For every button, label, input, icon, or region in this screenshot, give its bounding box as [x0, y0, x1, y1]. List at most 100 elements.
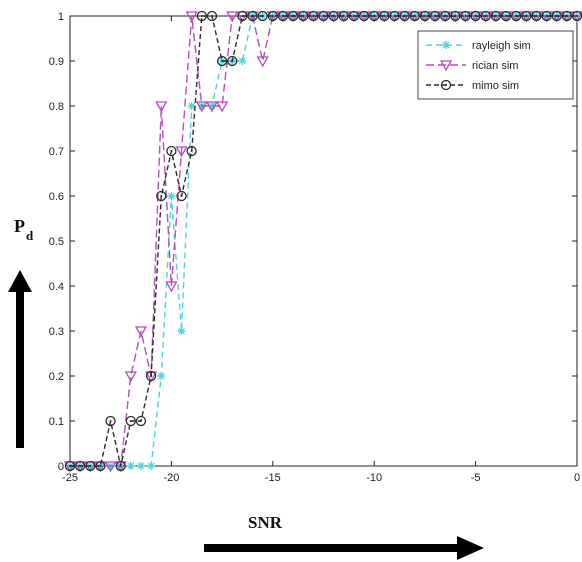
data-point: [237, 10, 248, 22]
data-point: [157, 372, 165, 380]
data-point-center: [576, 15, 578, 17]
data-point: [460, 10, 471, 22]
data-point-center: [180, 195, 183, 197]
data-point-center: [109, 420, 112, 422]
data-point-center: [464, 15, 467, 17]
data-point: [440, 10, 451, 22]
data-point: [439, 60, 453, 72]
data-point: [145, 370, 157, 382]
y-axis-label-subscript: d: [26, 228, 34, 243]
data-point-center: [210, 15, 213, 17]
x-tick-label: -5: [471, 472, 481, 484]
y-tick-label: 0.1: [49, 416, 64, 428]
data-point: [147, 462, 155, 470]
data-point: [186, 145, 197, 157]
data-point: [166, 145, 177, 157]
data-point-center: [281, 15, 284, 17]
data-point: [521, 10, 532, 22]
data-point-center: [535, 15, 538, 17]
data-point: [257, 10, 268, 22]
data-point-center: [129, 420, 132, 422]
data-point: [358, 10, 370, 22]
data-point: [104, 461, 117, 473]
data-point: [165, 281, 178, 293]
data-point: [127, 462, 135, 470]
data-point: [440, 79, 452, 91]
data-point: [308, 10, 319, 22]
x-axis-label: SNR: [248, 513, 283, 532]
data-point-center: [545, 15, 548, 17]
data-point: [196, 10, 207, 22]
data-point-center: [79, 465, 82, 467]
data-point: [115, 460, 126, 472]
data-point: [64, 460, 76, 472]
legend-entry: rayleigh sim: [472, 40, 531, 52]
data-point: [328, 10, 339, 22]
data-point-center: [271, 15, 274, 17]
data-point-center: [474, 15, 477, 17]
data-point-center: [150, 375, 153, 377]
data-point-center: [99, 465, 102, 467]
x-tick-label: -25: [62, 472, 78, 484]
y-tick-label: 0.4: [49, 281, 64, 293]
data-point: [399, 10, 410, 22]
data-point: [125, 415, 136, 427]
data-point: [195, 101, 208, 113]
data-point-center: [505, 15, 508, 17]
data-point: [379, 10, 390, 22]
data-point-center: [292, 15, 295, 17]
data-point: [124, 371, 137, 383]
data-point: [238, 57, 246, 65]
data-point: [541, 10, 552, 22]
y-axis-arrow: [8, 270, 32, 448]
data-point: [409, 10, 420, 22]
x-tick-label: -15: [265, 472, 281, 484]
data-point: [226, 11, 239, 23]
data-point-center: [342, 15, 345, 17]
data-point: [95, 460, 106, 472]
data-point-center: [221, 60, 224, 62]
data-point: [206, 10, 218, 22]
data-point-center: [515, 15, 518, 17]
data-point-center: [413, 15, 416, 17]
x-axis-arrow: [204, 536, 484, 560]
data-point: [188, 102, 196, 110]
data-point: [511, 10, 522, 22]
data-point-center: [454, 15, 457, 17]
x-tick-label: 0: [574, 472, 580, 484]
y-tick-label: 0.6: [49, 191, 64, 203]
x-tick-label: -10: [366, 472, 382, 484]
x-tick-label: -20: [163, 472, 179, 484]
data-point: [205, 101, 219, 113]
data-point-center: [423, 15, 426, 17]
series-mimo-sim: [64, 10, 582, 472]
data-point-center: [322, 15, 325, 17]
data-point: [369, 10, 380, 22]
data-point: [105, 415, 116, 427]
data-point: [156, 190, 167, 202]
data-point: [450, 10, 461, 22]
data-point: [389, 10, 400, 22]
y-tick-label: 0.7: [49, 146, 64, 158]
data-point: [277, 10, 289, 22]
data-point-center: [332, 15, 335, 17]
data-point: [216, 55, 228, 67]
data-point: [185, 11, 198, 23]
data-point-center: [403, 15, 406, 17]
data-point-center: [494, 15, 497, 17]
data-point-center: [393, 15, 396, 17]
data-point: [429, 10, 441, 22]
data-point: [470, 10, 481, 22]
data-point: [500, 10, 512, 22]
data-point-center: [363, 15, 366, 17]
data-point: [135, 415, 147, 427]
data-point-center: [241, 15, 244, 17]
data-point: [348, 10, 360, 22]
data-point: [227, 55, 238, 67]
data-point: [287, 10, 299, 22]
legend-entry: mimo sim: [472, 80, 519, 92]
data-point-center: [190, 150, 193, 152]
data-point-center: [555, 15, 558, 17]
y-axis-label: P: [14, 216, 25, 236]
